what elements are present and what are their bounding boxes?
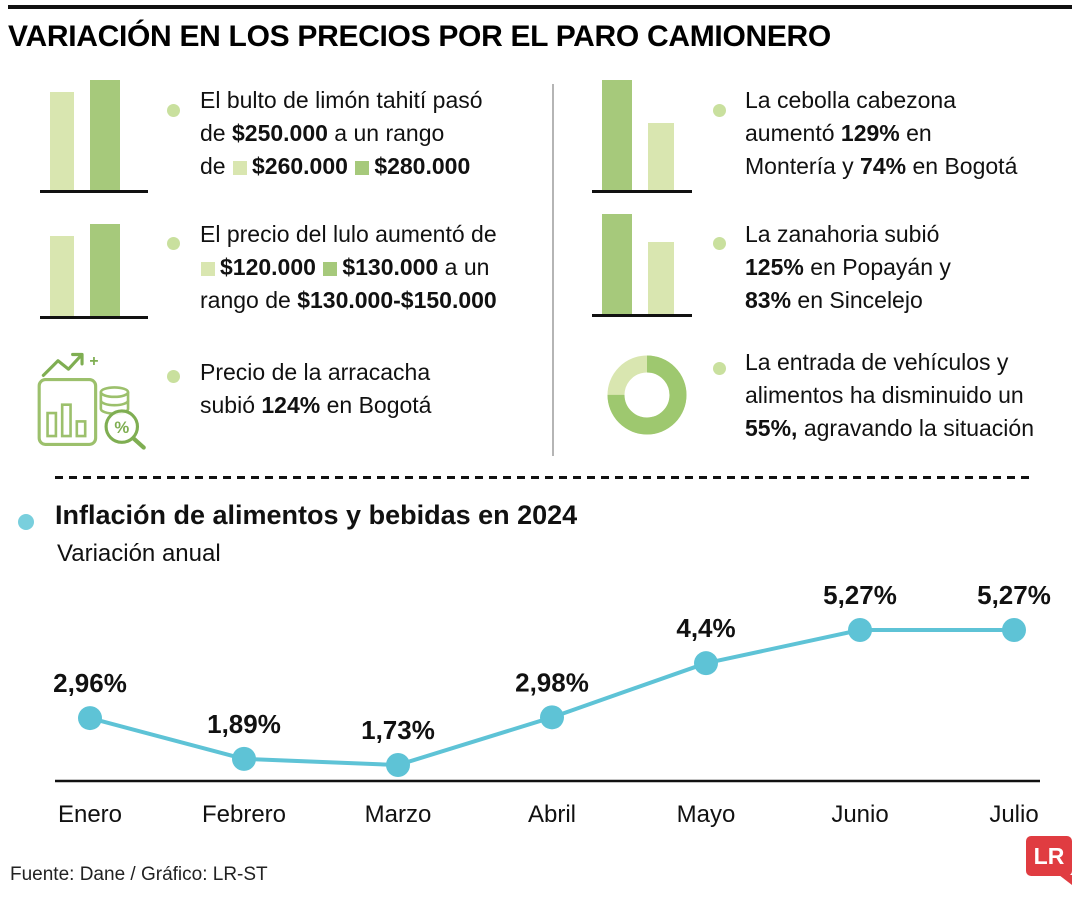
light-bar	[50, 92, 74, 190]
dark-bar	[90, 80, 120, 190]
dashed-divider	[55, 476, 1035, 479]
month-label: Marzo	[365, 801, 432, 828]
data-label: 2,96%	[53, 668, 127, 698]
svg-text:%: %	[114, 418, 129, 437]
data-label: 1,89%	[207, 709, 281, 739]
light-bar	[648, 123, 674, 190]
page-title: VARIACIÓN EN LOS PRECIOS POR EL PARO CAM…	[8, 20, 831, 53]
month-label: Mayo	[677, 801, 736, 828]
data-label: 2,98%	[515, 667, 589, 697]
month-label: Enero	[58, 801, 122, 828]
bullet-icon	[167, 104, 180, 117]
fact-vehiculos: La entrada de vehículos y alimentos ha di…	[745, 349, 1034, 441]
bullet-icon	[167, 237, 180, 250]
bullet-icon	[713, 362, 726, 375]
section-bullet-icon	[18, 514, 34, 530]
light-green-square-icon	[201, 262, 215, 276]
bullet-icon	[713, 104, 726, 117]
data-label: 4,4%	[676, 613, 735, 643]
bullet-icon	[713, 237, 726, 250]
inflation-line-chart: 2,96% Enero 1,89% Febrero 1,73% Marzo 2,98% Abr…	[53, 580, 1051, 828]
bar-chart-down-icon	[592, 80, 692, 193]
chart-title: Inflación de alimentos y bebidas en 2024	[55, 500, 578, 530]
data-label: 5,27%	[977, 580, 1051, 610]
light-green-square-icon	[232, 161, 247, 175]
bar-chart-down-icon	[592, 214, 692, 317]
dark-bar	[90, 224, 120, 316]
month-label: Julio	[989, 801, 1038, 828]
fact-cebolla: La cebolla cabezona aumentó 129% en Monter…	[745, 87, 1018, 179]
data-label: 5,27%	[823, 580, 897, 610]
trend-line	[88, 628, 1016, 767]
fact-arracacha: Precio de la arracacha subió 124% en Bogo…	[200, 359, 432, 418]
fact-lulo: El precio del lulo aumentó de $120.000 $1…	[200, 221, 497, 313]
svg-text:+: +	[89, 353, 98, 370]
light-bar	[50, 236, 74, 316]
data-point	[78, 706, 102, 731]
source-credit: Fuente: Dane / Gráfico: LR-ST	[10, 864, 268, 885]
bullet-icon	[167, 370, 180, 383]
month-label: Febrero	[202, 801, 286, 828]
dark-bar	[602, 214, 632, 314]
data-point	[848, 618, 872, 642]
data-point	[232, 746, 256, 771]
dark-green-square-icon	[323, 262, 338, 276]
donut-chart-icon	[607, 355, 687, 435]
top-rule	[8, 5, 1072, 9]
dark-green-square-icon	[355, 161, 370, 175]
fact-zanahoria: La zanahoria subió 125% en Popayán y 83% e…	[745, 221, 951, 313]
bar-chart-up-icon	[40, 224, 148, 319]
data-point	[540, 705, 564, 730]
column-divider	[552, 84, 554, 456]
month-label: Junio	[831, 801, 888, 828]
lr-logo-text: LR	[1033, 842, 1065, 869]
bar-chart-up-icon	[40, 80, 148, 193]
dark-bar	[602, 80, 632, 190]
price-analysis-icon: + %	[37, 352, 146, 450]
data-point	[1002, 618, 1026, 642]
light-bar	[648, 242, 674, 314]
chart-subtitle: Variación anual	[57, 540, 221, 567]
data-point	[694, 651, 718, 676]
month-label: Abril	[528, 801, 576, 828]
lr-logo: LR	[1026, 836, 1072, 885]
data-label: 1,73%	[361, 715, 435, 745]
fact-limon: El bulto de limón tahití pasó de $250.000…	[200, 87, 483, 179]
data-point	[386, 753, 410, 777]
